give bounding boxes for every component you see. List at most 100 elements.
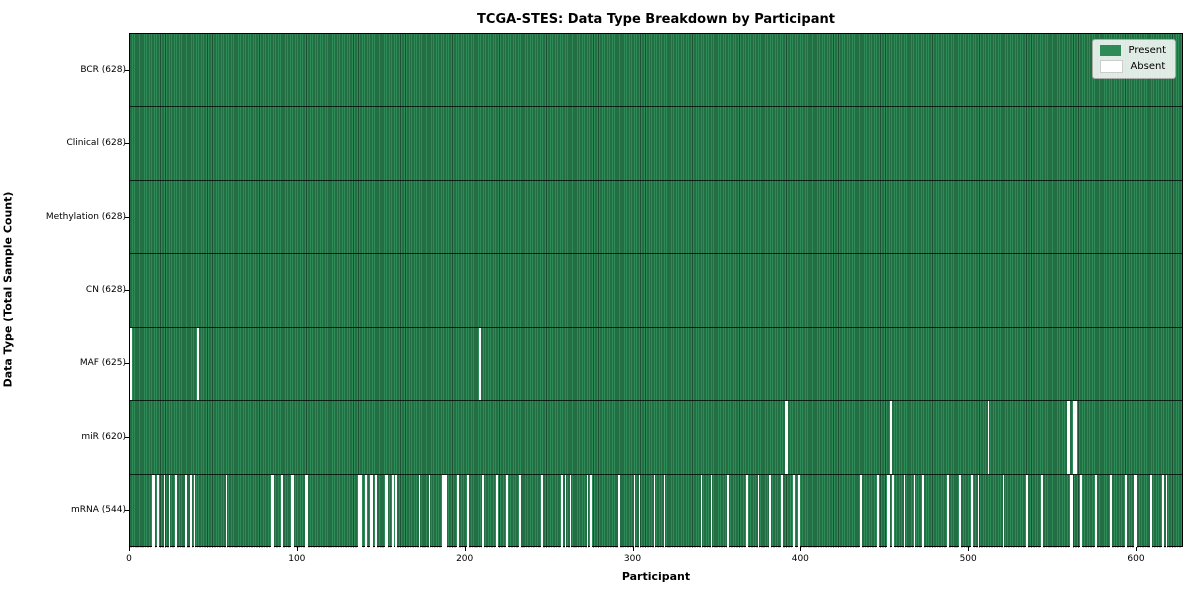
absent-mark — [959, 474, 961, 548]
absent-mark — [467, 474, 470, 548]
absent-mark — [1079, 474, 1082, 548]
legend: Present Absent — [1092, 39, 1176, 79]
absent-mark — [445, 474, 448, 548]
heatmap-row-Methylation — [130, 180, 1182, 255]
absent-swatch-icon — [1100, 60, 1124, 73]
absent-mark — [1133, 474, 1136, 548]
absent-mark — [757, 474, 760, 548]
y-tick-label-CN: CN (628) — [85, 285, 126, 295]
absent-mark — [586, 474, 589, 548]
absent-mark — [418, 474, 421, 548]
absent-mark — [225, 474, 228, 548]
absent-mark — [519, 474, 522, 548]
absent-mark — [797, 474, 800, 548]
absent-mark — [272, 474, 275, 548]
absent-mark — [541, 474, 543, 548]
absent-mark — [395, 474, 397, 548]
absent-mark — [185, 474, 188, 548]
y-tick-label-Clinical: Clinical (628) — [66, 138, 126, 149]
absent-mark — [913, 474, 916, 548]
absent-mark — [156, 474, 159, 548]
absent-mark — [890, 401, 892, 474]
heatmap-plot-area — [129, 33, 1183, 548]
absent-mark — [359, 474, 362, 548]
absent-mark — [1002, 474, 1005, 548]
absent-mark — [922, 474, 924, 548]
absent-mark — [784, 401, 787, 474]
absent-mark — [371, 474, 374, 548]
absent-mark — [168, 474, 171, 548]
heatmap-row-Clinical — [130, 107, 1182, 181]
heatmap-row-MAF — [130, 327, 1182, 402]
x-tick-mark — [968, 547, 970, 551]
absent-mark — [1162, 474, 1164, 548]
y-axis-label: Data Type (Total Sample Count) — [1, 191, 15, 388]
y-tick-mark — [125, 363, 129, 365]
absent-mark — [1068, 401, 1070, 474]
legend-label: Present — [1128, 45, 1166, 56]
absent-mark — [618, 474, 621, 548]
absent-mark — [947, 474, 950, 548]
absent-mark — [130, 327, 132, 401]
absent-mark — [1074, 401, 1077, 474]
absent-mark — [1135, 474, 1137, 548]
x-tick-mark — [632, 547, 634, 551]
absent-mark — [153, 474, 156, 548]
legend-item-absent: Absent — [1100, 60, 1166, 73]
y-tick-mark — [125, 290, 129, 291]
x-tick-label-500: 500 — [959, 554, 977, 564]
present-swatch-icon — [1100, 45, 1122, 56]
x-tick-label-100: 100 — [288, 554, 306, 564]
absent-mark — [1095, 474, 1097, 548]
y-tick-mark — [125, 436, 129, 438]
x-tick-label-400: 400 — [791, 554, 809, 564]
y-tick-label-Methylation: Methylation (628) — [45, 211, 126, 222]
absent-mark — [375, 474, 377, 548]
y-tick-label-BCR: BCR (628) — [80, 64, 126, 75]
x-tick-mark — [129, 547, 130, 551]
x-tick-label-0: 0 — [126, 554, 132, 564]
absent-mark — [370, 474, 372, 548]
absent-mark — [970, 474, 973, 548]
absent-mark — [281, 474, 283, 548]
legend-item-present: Present — [1100, 45, 1166, 56]
absent-mark — [860, 474, 862, 548]
absent-mark — [151, 474, 154, 548]
y-tick-mark — [125, 143, 129, 145]
x-tick-mark — [464, 547, 466, 551]
absent-mark — [886, 474, 889, 548]
absent-mark — [1066, 401, 1069, 474]
x-tick-label-600: 600 — [1127, 554, 1145, 564]
absent-mark — [745, 474, 748, 548]
x-axis-label: Participant — [621, 570, 691, 583]
absent-mark — [428, 474, 431, 548]
heatmap-row-mRNA — [130, 474, 1182, 548]
absent-mark — [792, 474, 795, 548]
x-tick-mark — [800, 547, 802, 551]
absent-mark — [193, 474, 196, 548]
y-tick-mark — [125, 510, 129, 512]
y-tick-label-miR: miR (620) — [81, 431, 126, 442]
absent-mark — [364, 474, 367, 548]
absent-mark — [876, 474, 879, 548]
absent-mark — [304, 474, 307, 548]
y-tick-mark — [125, 69, 129, 71]
absent-mark — [190, 474, 193, 548]
absent-mark — [781, 474, 783, 548]
absent-mark — [903, 474, 906, 548]
absent-mark — [291, 474, 293, 548]
absent-mark — [197, 327, 199, 401]
absent-mark — [710, 474, 713, 548]
absent-mark — [589, 474, 592, 548]
absent-mark — [633, 474, 636, 548]
y-tick-label-MAF: MAF (625) — [79, 358, 126, 369]
legend-label: Absent — [1130, 61, 1166, 72]
absent-mark — [727, 474, 730, 548]
heatmap-row-BCR — [130, 34, 1182, 108]
absent-mark — [1071, 474, 1074, 548]
absent-mark — [175, 474, 177, 548]
absent-mark — [569, 474, 572, 548]
absent-mark — [769, 474, 772, 548]
y-tick-label-mRNA: mRNA (544) — [71, 505, 126, 516]
